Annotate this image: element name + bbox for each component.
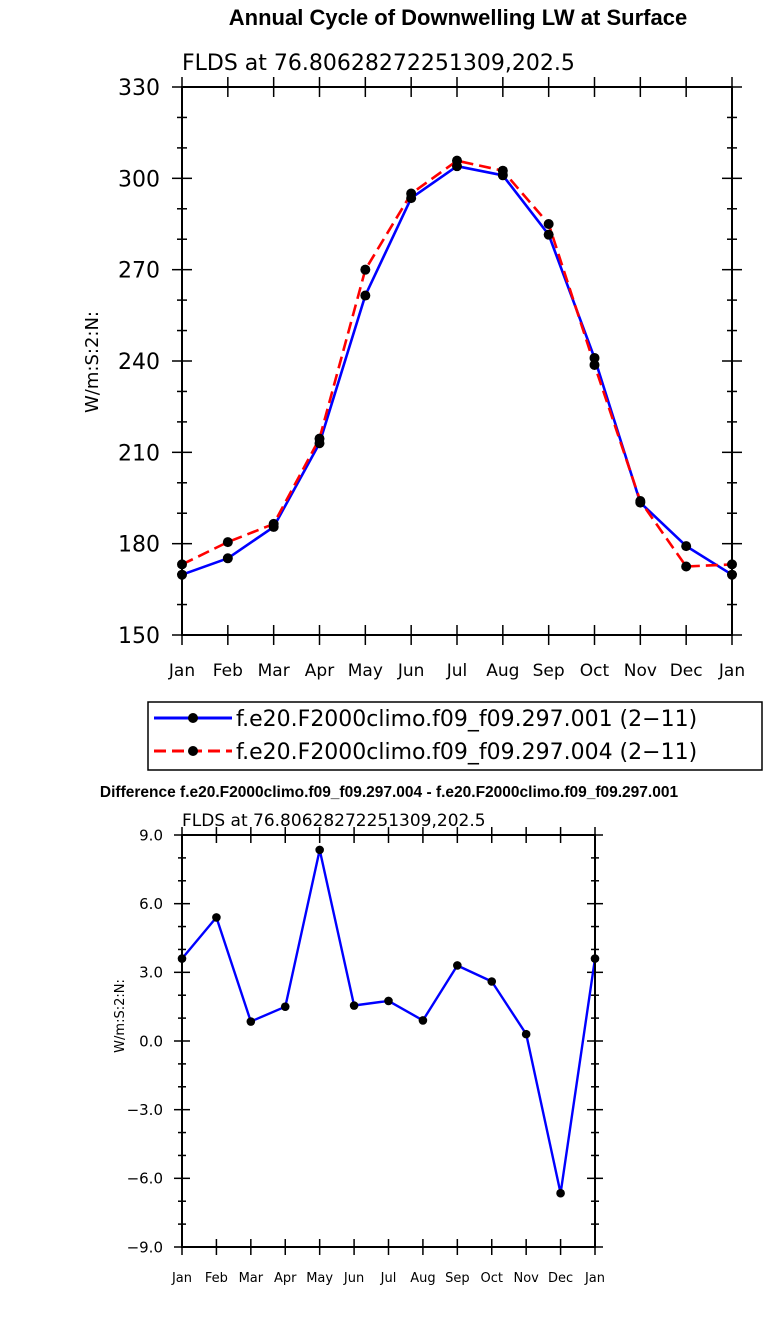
series-1-point xyxy=(246,1017,256,1026)
series-line-2 xyxy=(181,159,733,568)
series-2-point xyxy=(222,537,233,548)
series-1-point xyxy=(315,845,324,855)
x-tick-label: Jan xyxy=(171,1271,192,1286)
x-tick-labels: Jan Feb Mar Apr May Jun Jul Aug Sep Oct Nov Dec Jan xyxy=(168,661,745,681)
y-tick-labels: 150 180 210 240 270 300 330 xyxy=(118,76,160,649)
data-series xyxy=(177,845,600,1198)
series-1-point xyxy=(521,1029,531,1039)
legend-label-series-2: f.e20.F2000climo.f09_f09.297.004 (2−11) xyxy=(236,740,697,765)
plot-frame xyxy=(181,86,733,636)
y-tick-label: 150 xyxy=(118,624,160,649)
x-tick-label: Oct xyxy=(481,1271,503,1286)
x-tick-label: Apr xyxy=(305,661,334,681)
series-2-point xyxy=(314,433,325,444)
y-tick-label: 3.0 xyxy=(139,964,163,982)
series-line-1 xyxy=(181,848,597,1195)
series-2-point xyxy=(406,188,417,199)
y-tick-label: 270 xyxy=(118,259,160,284)
y-tick-label: 240 xyxy=(118,350,160,375)
chart-subtitle: FLDS at 76.80628272251309,202.5 xyxy=(182,811,486,831)
y-tick-label: −9.0 xyxy=(127,1238,163,1256)
x-tick-label: Dec xyxy=(670,661,703,681)
y-tick-label: 330 xyxy=(118,76,160,101)
y-tick-label: 9.0 xyxy=(139,826,163,844)
y-tick-label: 300 xyxy=(118,167,160,192)
legend-box xyxy=(147,701,763,771)
plot-frame xyxy=(181,834,596,1248)
axis-ticks xyxy=(174,827,603,1255)
series-1-point xyxy=(589,352,600,363)
series-2-point xyxy=(268,518,279,529)
x-tick-label: Feb xyxy=(205,1271,228,1286)
x-tick-label: Mar xyxy=(239,1271,264,1286)
series-2-point xyxy=(635,496,646,507)
y-tick-label: 6.0 xyxy=(139,895,163,913)
legend-marker-series-2 xyxy=(188,746,198,756)
series-1-point xyxy=(384,996,393,1006)
x-tick-label: Oct xyxy=(580,661,610,681)
series-1-point xyxy=(543,229,554,240)
series-1-point xyxy=(360,290,371,301)
series-1-point xyxy=(681,541,692,552)
series-1-point xyxy=(222,553,233,564)
y-tick-labels: −9.0 −6.0 −3.0 0.0 3.0 6.0 9.0 xyxy=(127,826,163,1256)
series-1-point xyxy=(556,1188,565,1198)
x-tick-label: May xyxy=(306,1271,333,1286)
axis-ticks xyxy=(172,77,742,645)
x-tick-label: Feb xyxy=(213,661,243,681)
y-tick-label: 180 xyxy=(118,533,160,558)
x-tick-label: Sep xyxy=(445,1271,470,1286)
x-tick-label: Sep xyxy=(533,661,565,681)
x-tick-labels: Jan Feb Mar Apr May Jun Jul Aug Sep Oct Nov Dec Jan xyxy=(171,1271,605,1286)
x-tick-label: Jun xyxy=(397,661,425,681)
series-2-point xyxy=(497,165,508,176)
x-tick-label: Mar xyxy=(258,661,290,681)
legend-label-series-1: f.e20.F2000climo.f09_f09.297.001 (2−11) xyxy=(236,707,697,732)
x-tick-label: Jul xyxy=(446,661,468,681)
y-axis-label: W/m:S:2:N: xyxy=(113,979,128,1053)
y-tick-label: −3.0 xyxy=(127,1101,163,1119)
series-1-point xyxy=(453,961,462,970)
series-2-point xyxy=(360,264,371,275)
series-2-point xyxy=(452,155,462,166)
chart-title: Annual Cycle of Downwelling LW at Surfac… xyxy=(229,5,687,30)
chart-subtitle: FLDS at 76.80628272251309,202.5 xyxy=(182,51,575,76)
x-tick-label: Nov xyxy=(513,1271,539,1286)
y-tick-label: 210 xyxy=(118,441,160,466)
x-tick-label: Dec xyxy=(548,1271,573,1286)
x-tick-label: Jun xyxy=(343,1271,364,1286)
series-2-point xyxy=(681,561,692,572)
x-tick-label: Jul xyxy=(380,1271,397,1286)
x-tick-label: Nov xyxy=(624,661,657,681)
x-tick-label: Aug xyxy=(486,661,519,681)
series-2-point xyxy=(589,359,600,370)
y-tick-label: 0.0 xyxy=(139,1032,163,1050)
series-1-point xyxy=(418,1016,428,1025)
x-tick-label: May xyxy=(348,661,383,681)
x-tick-label: Jan xyxy=(718,661,745,681)
x-tick-label: Aug xyxy=(410,1271,435,1286)
legend: f.e20.F2000climo.f09_f09.297.001 (2−11) … xyxy=(147,701,763,771)
series-1-point xyxy=(212,913,221,922)
data-series xyxy=(177,155,737,580)
annual-cycle-chart: Annual Cycle of Downwelling LW at Surfac… xyxy=(82,5,763,771)
x-tick-label: Jan xyxy=(168,661,195,681)
series-1-point xyxy=(487,977,497,986)
series-1-point xyxy=(349,1001,359,1010)
y-tick-label: −6.0 xyxy=(127,1170,163,1188)
x-tick-label: Apr xyxy=(274,1271,297,1286)
series-1-point xyxy=(280,1002,290,1011)
chart-title: Difference f.e20.F2000climo.f09_f09.297.… xyxy=(100,784,679,801)
x-tick-label: Jan xyxy=(584,1271,605,1286)
legend-marker-series-1 xyxy=(188,713,198,723)
series-2-point xyxy=(543,219,554,229)
difference-chart: Difference f.e20.F2000climo.f09_f09.297.… xyxy=(100,784,679,1286)
y-axis-label: W/m:S:2:N: xyxy=(82,311,103,413)
